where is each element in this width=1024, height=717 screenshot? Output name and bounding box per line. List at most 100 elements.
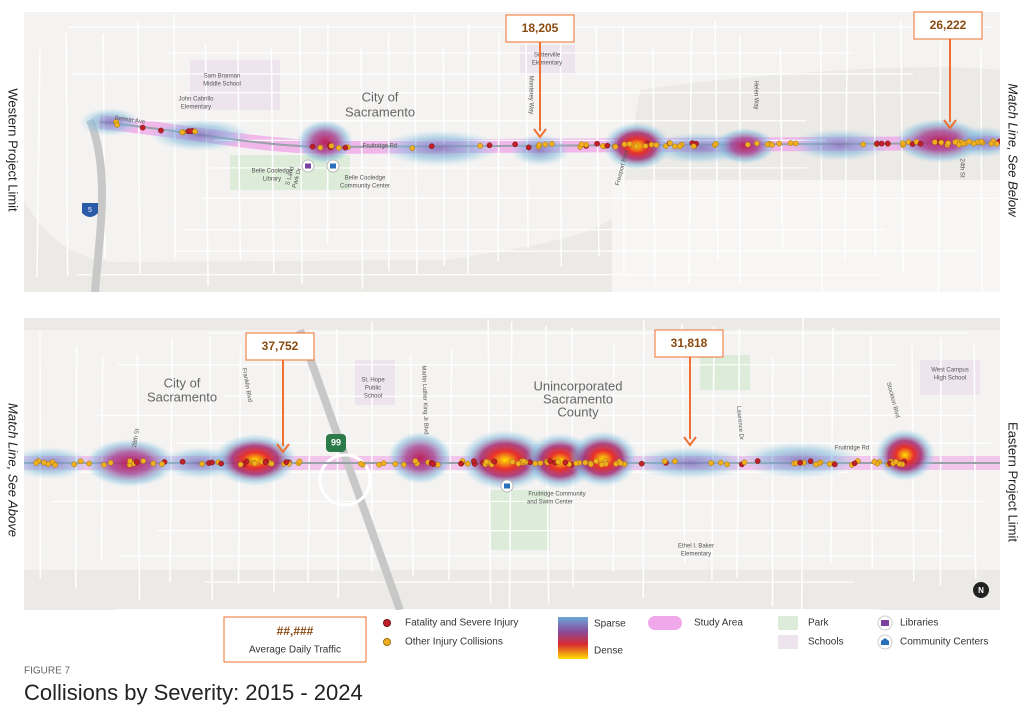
injury-collision-dot [725, 462, 730, 467]
injury-collision-dot [78, 459, 83, 464]
figure-title: Collisions by Severity: 2015 - 2024 [24, 680, 363, 705]
injury-collision-dot [599, 462, 604, 467]
legend-density [558, 617, 588, 659]
legend-study-area [648, 616, 682, 630]
fatal-collision-dot [852, 461, 857, 466]
fatal-collision-dot [513, 142, 518, 147]
map-label: Fruitridge Community [528, 492, 585, 498]
density-heat [150, 119, 250, 151]
injury-collision-dot [478, 143, 483, 148]
facility-icon [504, 484, 510, 489]
fatal-collision-dot [244, 459, 249, 464]
injury-collision-dot [788, 140, 793, 145]
injury-collision-dot [329, 143, 334, 148]
injury-collision-dot [946, 140, 951, 145]
fatal-collision-dot [594, 141, 599, 146]
traffic-callout: 37,752 [262, 339, 299, 353]
injury-collision-dot [537, 142, 542, 147]
injury-collision-dot [199, 461, 204, 466]
fatal-collision-dot [180, 459, 185, 464]
injury-collision-dot [588, 462, 593, 467]
injury-collision-dot [691, 144, 696, 149]
injury-collision-dot [543, 142, 548, 147]
figure-number: FIGURE 7 [24, 666, 71, 677]
injury-collision-dot [34, 460, 39, 465]
injury-collision-dot [813, 462, 818, 467]
density-heat [510, 134, 570, 166]
injury-collision-dot [336, 145, 341, 150]
injury-collision-dot [87, 461, 92, 466]
legend-library-icon [881, 620, 889, 626]
fatal-collision-dot [918, 141, 923, 146]
legend-label: Schools [808, 637, 844, 648]
injury-collision-dot [654, 142, 659, 147]
fatal-collision-dot [492, 459, 497, 464]
injury-collision-dot [52, 462, 57, 467]
map-label: High School [934, 376, 966, 382]
injury-collision-dot [401, 462, 406, 467]
city-label: County [557, 404, 599, 419]
fatal-collision-dot [547, 458, 552, 463]
injury-collision-dot [556, 459, 561, 464]
density-heat [630, 447, 750, 479]
north-label: N [978, 586, 984, 595]
map-label: Belle Cooledge [345, 176, 386, 182]
map-label: Elementary [181, 105, 211, 111]
legend-label: Study Area [694, 618, 743, 629]
facility-icon [330, 164, 336, 169]
injury-collision-dot [297, 459, 302, 464]
fatal-collision-dot [343, 145, 348, 150]
map-label: Elementary [532, 61, 562, 67]
street-label: Monterey Way [527, 76, 533, 114]
city-label: Sacramento [345, 104, 415, 119]
shield-label: 99 [331, 437, 341, 447]
injury-collision-dot [393, 461, 398, 466]
injury-collision-dot [180, 130, 185, 135]
map-label: Sutterville [534, 53, 561, 59]
fatal-collision-dot [219, 461, 224, 466]
injury-collision-dot [769, 142, 774, 147]
legend-label: Average Daily Traffic [249, 645, 341, 656]
legend-label: Other Injury Collisions [405, 637, 503, 648]
injury-collision-dot [41, 460, 46, 465]
legend-label: Park [808, 618, 830, 629]
injury-collision-dot [465, 461, 470, 466]
injury-collision-dot [381, 461, 386, 466]
side-label: Western Project Limit [6, 88, 21, 212]
injury-collision-dot [872, 459, 877, 464]
injury-collision-dot [358, 461, 363, 466]
injury-collision-dot [192, 129, 197, 134]
street-label: 24th St [958, 158, 964, 177]
fatal-collision-dot [431, 461, 436, 466]
map-label: St. Hope [361, 378, 385, 384]
fatal-collision-dot [563, 460, 568, 465]
injury-collision-dot [413, 458, 418, 463]
legend-label: Fatality and Severe Injury [405, 618, 518, 629]
street-label: Helen Way [752, 80, 758, 109]
injury-collision-dot [72, 462, 77, 467]
injury-collision-dot [484, 459, 489, 464]
injury-collision-dot [754, 141, 759, 146]
density-heat [380, 130, 500, 166]
injury-collision-dot [115, 122, 120, 127]
street [981, 49, 982, 291]
injury-collision-dot [101, 462, 106, 467]
fatal-collision-dot [158, 128, 163, 133]
fatal-collision-dot [885, 141, 890, 146]
injury-collision-dot [538, 460, 543, 465]
injury-collision-dot [967, 139, 972, 144]
injury-collision-dot [521, 459, 526, 464]
shield-label: 5 [88, 207, 92, 214]
injury-collision-dot [745, 142, 750, 147]
fatal-collision-dot [134, 459, 139, 464]
density-heat [388, 432, 452, 484]
injury-collision-dot [151, 461, 156, 466]
injury-collision-dot [594, 459, 599, 464]
map-label: Public [365, 386, 381, 392]
map-label: and Swim Center [527, 500, 573, 506]
traffic-callout: 18,205 [522, 21, 559, 35]
map-label: Belle Cooledge [252, 169, 293, 175]
traffic-callout: 26,222 [930, 18, 967, 32]
injury-collision-dot [269, 461, 274, 466]
